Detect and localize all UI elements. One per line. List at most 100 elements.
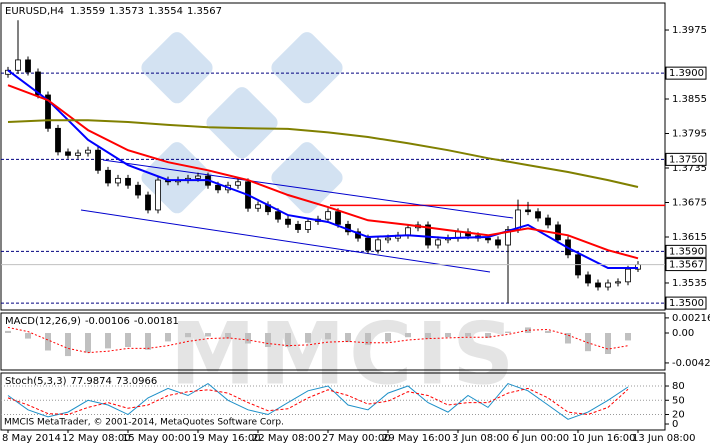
stoch-signal-value: 73.0966: [116, 376, 157, 387]
candle-body: [255, 204, 261, 209]
macd-bar: [245, 333, 251, 344]
stoch-line: [7, 387, 629, 416]
candle-body: [195, 175, 201, 179]
candle-body: [215, 184, 221, 191]
macd-panel: [0, 312, 666, 371]
macd-bar: [445, 333, 451, 338]
candle-body: [545, 217, 551, 226]
macd-bar: [545, 330, 551, 334]
macd-bar: [605, 333, 611, 354]
candle-body: [105, 169, 111, 184]
candle-body: [35, 71, 41, 96]
candle-body: [425, 224, 431, 246]
x-tick-label: 22 May 08:00: [252, 433, 321, 444]
candle-body: [615, 281, 621, 284]
x-tick-label: 3 Jun 08:00: [452, 433, 509, 444]
symbol: EURUSD,H4: [5, 6, 64, 17]
macd-bar: [185, 333, 191, 338]
macd-bar: [85, 333, 91, 353]
trend-line: [80, 209, 491, 273]
main-panel: [0, 2, 666, 311]
y-tick-label: 1.3535: [672, 278, 707, 289]
macd-bar: [485, 333, 491, 338]
y-tick-label: 0: [672, 419, 678, 430]
candle-body: [45, 94, 51, 129]
level-label-box: [665, 296, 707, 310]
chart-title: EURUSD,H4 1.3559 1.3573 1.3554 1.3567: [5, 6, 222, 17]
candle-body: [295, 223, 301, 230]
candle-body: [625, 268, 631, 283]
macd-bar: [45, 333, 51, 351]
watermark-logo: [141, 32, 343, 214]
macd-bar: [25, 333, 31, 339]
stoch-name: Stoch(5,3,3): [5, 376, 67, 387]
level-label: 1.3590: [669, 246, 704, 257]
y-tick-label: 50: [672, 395, 685, 406]
level-label: 1.3750: [669, 154, 704, 165]
last-high: 1.3573: [109, 6, 144, 17]
stoch-line: [7, 382, 629, 420]
y-tick-label: 1.3855: [672, 94, 707, 105]
moving-average: [7, 69, 638, 269]
candle-body: [495, 239, 501, 246]
candle-body: [135, 184, 141, 196]
candle-body: [145, 194, 151, 211]
price-label: 1.3567: [669, 260, 704, 271]
macd-bar: [125, 333, 131, 347]
x-tick-label: 27 May 00:00: [322, 433, 391, 444]
candle-body: [285, 218, 291, 225]
macd-bar: [345, 333, 351, 343]
macd-bar: [205, 333, 211, 337]
candle-body: [405, 227, 411, 236]
candle-body: [15, 59, 21, 71]
copyright: MMCIS MetaTrader, © 2001-2014, MetaQuote…: [4, 418, 284, 428]
macd-title: MACD(12,26,9) -0.00106 -0.00181: [5, 316, 179, 327]
moving-average: [7, 119, 639, 188]
candle-body: [375, 239, 381, 251]
candle-body: [485, 237, 491, 241]
y-tick-label: 1.3795: [672, 129, 707, 140]
moving-average: [7, 84, 639, 260]
candle-body: [65, 151, 71, 156]
watermark: MMCIS: [170, 304, 518, 404]
last-low: 1.3554: [148, 6, 183, 17]
y-tick-label: 1.3975: [672, 25, 707, 36]
candle-body: [55, 127, 61, 153]
x-tick-label: 6 Jun 00:00: [512, 433, 569, 444]
level-label: 1.3500: [669, 298, 704, 309]
x-tick-label: 19 May 16:00: [192, 433, 261, 444]
candle-body: [335, 211, 341, 225]
candle-body: [385, 237, 391, 241]
macd-bar: [5, 330, 11, 334]
candle-body: [95, 149, 101, 171]
macd-bar: [145, 333, 151, 350]
x-tick-label: 13 Jun 08:00: [632, 433, 696, 444]
macd-bar: [565, 333, 571, 344]
macd-name: MACD(12,26,9): [5, 316, 81, 327]
candle-body: [595, 282, 601, 288]
macd-bar: [505, 331, 511, 334]
y-tick-label: 0.00216: [672, 313, 710, 324]
level-label-box: [665, 66, 707, 80]
candle-body: [275, 211, 281, 220]
x-tick-label: 8 May 2014: [2, 433, 61, 444]
last-close: 1.3567: [187, 6, 222, 17]
macd-bar: [285, 333, 291, 347]
macd-bar: [325, 333, 331, 340]
x-tick-label: 12 May 08:00: [62, 433, 131, 444]
macd-bar: [465, 333, 471, 337]
level-label-box: [665, 152, 707, 166]
candle-body: [25, 59, 31, 73]
macd-bar: [525, 327, 531, 334]
candle-body: [85, 149, 91, 154]
level-label: 1.3900: [669, 68, 704, 79]
last-open: 1.3559: [70, 6, 105, 17]
trend-line: [102, 159, 514, 219]
marks: 1.3975 1.3855 1.3795 1.3735 1.3675 1.3615 1.35…: [1, 20, 710, 444]
candle-body: [325, 211, 331, 220]
candle-body: [125, 177, 131, 186]
macd-bar: [385, 333, 391, 342]
macd-bar: [105, 333, 111, 349]
macd-bar: [405, 333, 411, 338]
